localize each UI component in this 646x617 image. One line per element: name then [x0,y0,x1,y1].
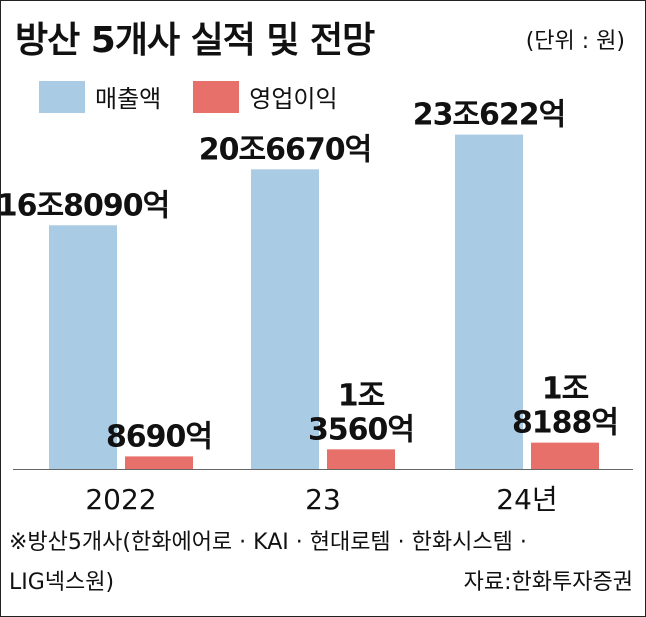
data-label-operating-profit-2-line-0: 1조 [542,372,589,407]
x-tick-label-2: 24년 [496,483,557,516]
source-note: 자료:한화투자증권 [463,570,633,595]
data-label-operating-profit-1-line-0: 1조 [338,378,385,413]
footnote-line-2: LIG넥스원) [9,570,115,595]
legend-item-revenue: 매출액 [39,79,161,114]
data-label-operating-profit-1-line-1: 3560억 [308,412,414,447]
legend-swatch-operating-profit [193,80,240,113]
data-label-revenue-0: 16조8090억 [1,188,169,223]
data-label-revenue-2: 23조622억 [413,98,566,133]
legend: 매출액 영업이익 [39,79,370,114]
x-tick-label-0: 2022 [85,483,156,516]
data-label-operating-profit-0: 8690억 [106,419,212,454]
footnote-line-1: ※방산5개사(한화에어로 · KAI · 현대로템 · 한화시스템 · [9,530,527,555]
bar-revenue-1 [251,169,319,470]
legend-item-operating-profit: 영업이익 [193,79,338,114]
bar-operating-profit-0 [125,456,193,469]
data-label-revenue-1: 20조6670억 [199,132,371,167]
legend-swatch-revenue [39,80,85,113]
unit-label: (단위 : 원) [525,29,625,54]
bar-operating-profit-1 [327,449,395,469]
x-tick-label-1: 23 [305,483,341,516]
bar-revenue-0 [49,225,117,469]
chart-title: 방산 5개사 실적 및 전망 [15,20,375,61]
legend-label-revenue: 매출액 [95,85,162,113]
bar-revenue-2 [455,134,523,470]
legend-label-operating-profit: 영업이익 [249,85,338,113]
data-label-operating-profit-2-line-1: 8188억 [512,406,618,441]
bar-chart: 16조8090억8690억202220조6670억1조3560억2323조622… [1,98,633,516]
bar-operating-profit-2 [531,442,599,469]
